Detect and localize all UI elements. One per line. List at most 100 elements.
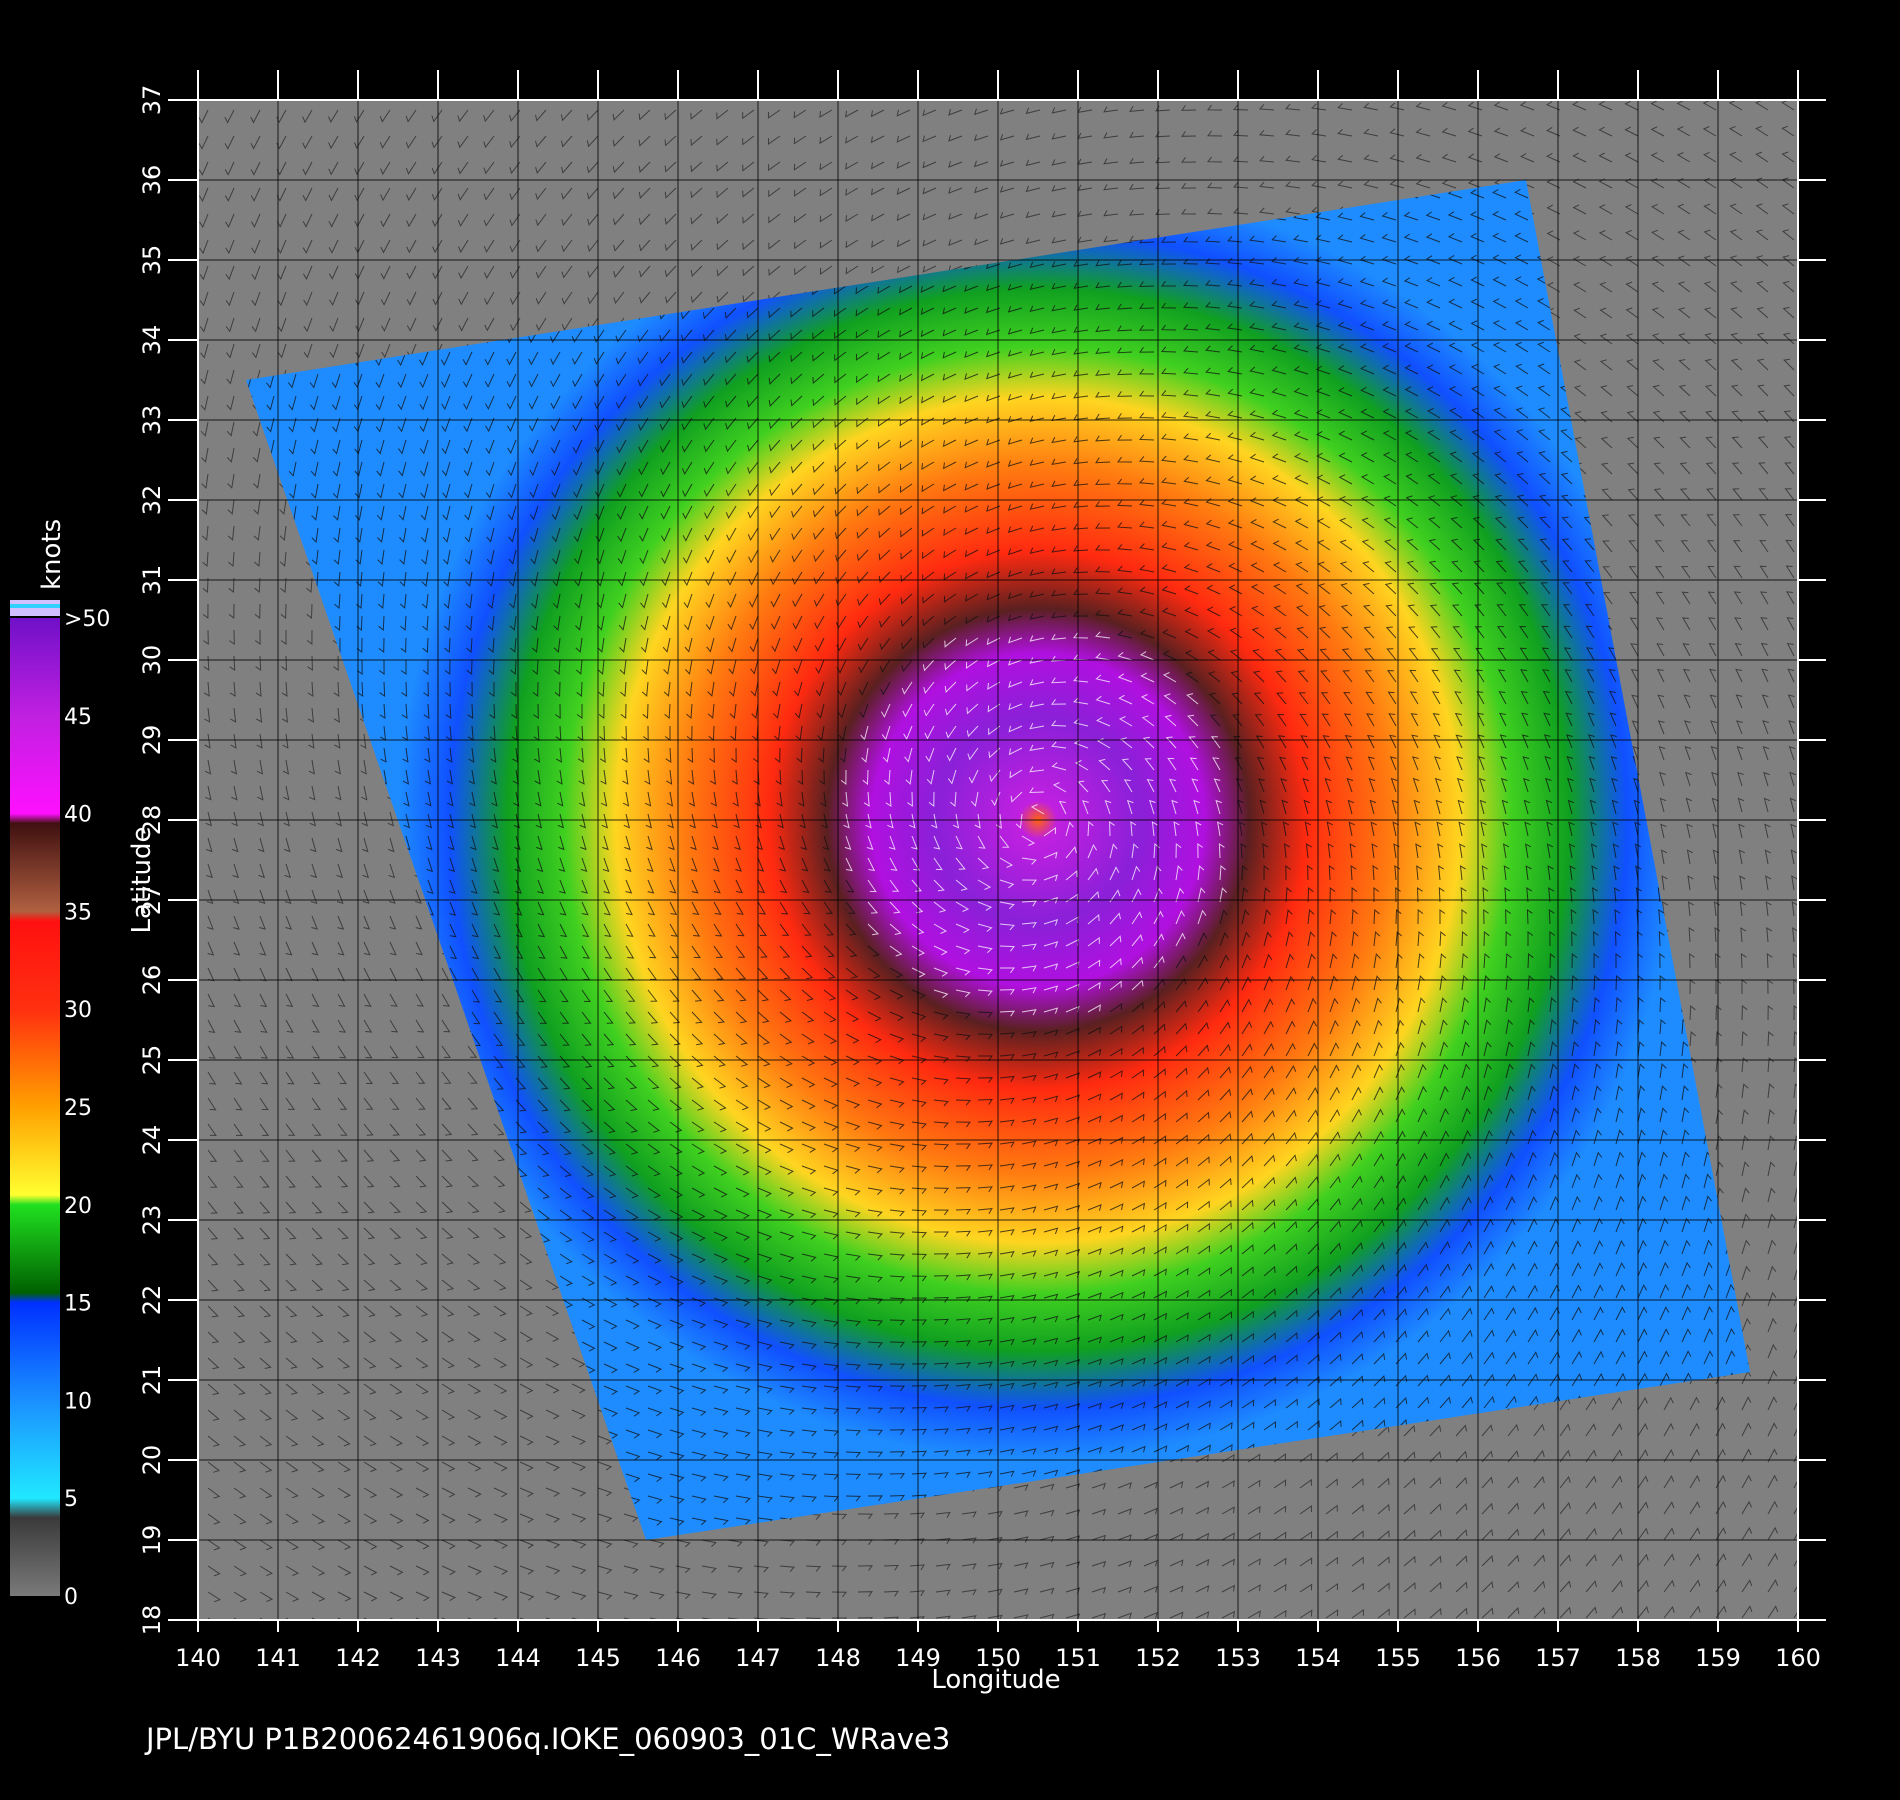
wind-barb bbox=[742, 239, 755, 251]
wind-barb bbox=[1793, 1558, 1798, 1567]
wind-barb bbox=[1734, 642, 1743, 657]
wind-barb bbox=[639, 291, 651, 304]
wind-barb bbox=[467, 1409, 482, 1420]
wind-barb bbox=[1559, 1475, 1571, 1489]
wind-barb bbox=[1689, 1501, 1701, 1515]
wind-barb bbox=[311, 1513, 326, 1525]
wind-barb bbox=[1533, 1502, 1545, 1515]
wind-barb bbox=[1738, 849, 1746, 865]
wind-barb bbox=[999, 108, 1015, 115]
wind-barb bbox=[519, 1331, 534, 1342]
wind-barb bbox=[381, 343, 391, 359]
wind-barb bbox=[1103, 184, 1119, 191]
wind-barb bbox=[493, 1409, 508, 1420]
wind-barb bbox=[1585, 1423, 1597, 1437]
wind-barb bbox=[1403, 1529, 1416, 1541]
wind-barb bbox=[1403, 1477, 1416, 1489]
wind-barb bbox=[974, 238, 989, 246]
wind-barb bbox=[664, 135, 677, 147]
wind-barb bbox=[1195, 1480, 1210, 1489]
wind-barb bbox=[1573, 281, 1587, 293]
wind-barb bbox=[200, 395, 209, 411]
wind-barb bbox=[571, 1513, 587, 1523]
wind-barb bbox=[225, 291, 235, 307]
wind-barb bbox=[545, 1539, 561, 1549]
wind-barb bbox=[1389, 154, 1405, 163]
wind-barb bbox=[1741, 1109, 1749, 1125]
wind-barb bbox=[509, 187, 521, 201]
wind-barb bbox=[259, 1071, 269, 1085]
wind-barb bbox=[1731, 410, 1743, 423]
wind-barb bbox=[1129, 209, 1145, 216]
wind-barb bbox=[665, 291, 677, 304]
wind-barb bbox=[1676, 100, 1691, 111]
wind-barb bbox=[1585, 1449, 1597, 1463]
wind-barb bbox=[283, 811, 291, 827]
wind-barb bbox=[226, 369, 235, 385]
wind-barb bbox=[354, 135, 365, 150]
wind-barb bbox=[207, 1591, 221, 1603]
wind-barb bbox=[467, 1565, 482, 1576]
wind-barb bbox=[1682, 668, 1691, 683]
wind-barb bbox=[335, 785, 342, 801]
wind-barb bbox=[441, 1591, 457, 1602]
wind-barb bbox=[753, 1539, 769, 1547]
wind-barb bbox=[793, 135, 807, 145]
wind-barb bbox=[1415, 153, 1431, 163]
wind-barb bbox=[233, 1331, 246, 1344]
wind-barb bbox=[1787, 668, 1795, 683]
wind-barb bbox=[254, 551, 261, 568]
wind-barb bbox=[1599, 255, 1613, 267]
wind-barb bbox=[571, 1565, 587, 1575]
wind-barb bbox=[845, 187, 859, 196]
wind-barb bbox=[690, 213, 703, 225]
wind-barb bbox=[1573, 333, 1587, 345]
wind-barb bbox=[311, 1123, 322, 1136]
wind-barb bbox=[389, 1123, 400, 1136]
wind-barb bbox=[535, 265, 547, 279]
wind-barb bbox=[519, 1357, 534, 1368]
wind-barb bbox=[1626, 359, 1639, 371]
wind-barb bbox=[1704, 358, 1717, 371]
wind-barb bbox=[389, 1383, 403, 1395]
wind-barb bbox=[1311, 180, 1327, 189]
wind-barb bbox=[545, 1461, 561, 1472]
wind-barb bbox=[1781, 229, 1795, 241]
wind-barb bbox=[690, 135, 703, 147]
wind-barb bbox=[870, 161, 885, 170]
wind-barb bbox=[1403, 1451, 1416, 1463]
wind-barb bbox=[545, 1357, 560, 1368]
wind-barb bbox=[361, 811, 369, 827]
wind-barb bbox=[805, 1565, 822, 1572]
wind-barb bbox=[467, 1201, 480, 1214]
wind-barb bbox=[225, 239, 235, 255]
wind-barb bbox=[716, 291, 729, 303]
wind-barb bbox=[389, 1149, 401, 1162]
wind-barb bbox=[1654, 540, 1665, 553]
wind-barb bbox=[415, 915, 423, 930]
wind-barb bbox=[363, 1487, 378, 1498]
wind-barb bbox=[256, 733, 263, 749]
wind-barb bbox=[1684, 746, 1692, 761]
wind-barb bbox=[1601, 514, 1613, 527]
wind-barb bbox=[1429, 1529, 1442, 1541]
wind-barb bbox=[1585, 1397, 1597, 1411]
wind-barb bbox=[1793, 1265, 1798, 1281]
wind-barb bbox=[259, 1227, 271, 1240]
wind-barb bbox=[432, 317, 443, 332]
wind-barb bbox=[1793, 1109, 1798, 1125]
wind-barb bbox=[1732, 540, 1743, 553]
wind-barb bbox=[612, 109, 625, 121]
wind-barb bbox=[1741, 1422, 1752, 1437]
wind-barb bbox=[363, 1071, 373, 1085]
wind-barb bbox=[1429, 1503, 1442, 1515]
wind-barb bbox=[1704, 333, 1717, 345]
wind-barb bbox=[207, 1565, 221, 1577]
wind-barb bbox=[1351, 1504, 1364, 1515]
wind-barb bbox=[664, 161, 677, 173]
wind-barb bbox=[1767, 1135, 1775, 1151]
wind-barb bbox=[535, 161, 547, 174]
wind-barb bbox=[329, 291, 339, 306]
wind-barb bbox=[1715, 1553, 1727, 1567]
wind-barb bbox=[1351, 1608, 1364, 1619]
